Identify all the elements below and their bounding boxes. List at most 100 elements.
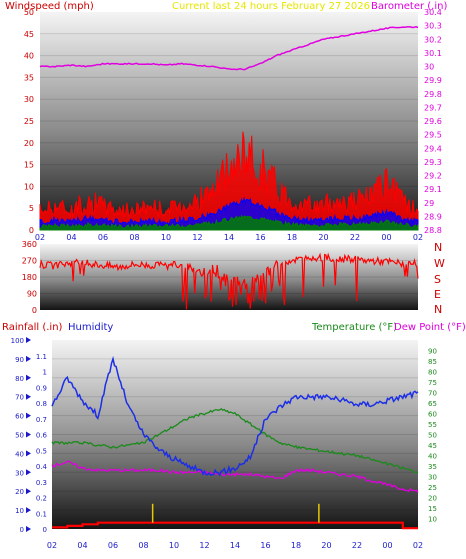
humidity-tick-marker [26,526,31,532]
temperature-tick-label: 20 [428,495,437,503]
x-tick-label: 12 [199,541,209,550]
barometer-tick-label: 30.3 [424,22,442,31]
wind-tick-label: 35 [24,73,34,82]
barometer-tick-label: 30.1 [424,49,442,58]
rainfall-tick-label: 0.6 [36,432,48,440]
humidity-tick-label: 30 [15,469,24,477]
temperature-tick-label: 85 [428,358,437,366]
barometer-tick-label: 29.5 [424,131,442,140]
barometer-tick-label: 29.9 [424,76,442,85]
compass-label-e: E [434,288,441,301]
humidity-tick-label: 60 [15,413,24,421]
temperature-tick-label: 50 [428,432,437,440]
x-tick-label: 04 [77,541,87,550]
rainfall-series-line [52,521,418,530]
humidity-tick-marker [26,450,31,457]
humidity-tick-label: 10 [15,507,24,515]
barometer-tick-label: 30.2 [424,35,442,44]
wind-tick-label: 40 [24,52,34,61]
wind-minimum-series-line [39,214,419,231]
x-tick-label: 20 [321,541,331,550]
x-tick-label: 08 [129,233,139,242]
temperature-tick-label: 25 [428,484,437,492]
chart-title: Current last 24 hours February 27 2026 [172,1,370,12]
direction-tick-label: 0 [32,306,37,315]
humidity-tick-marker [26,337,31,343]
x-tick-label: 10 [161,233,171,242]
temperature-tick-label: 90 [428,348,437,356]
rainfall-tick-label: 0 [43,526,47,534]
x-tick-label: 22 [352,541,362,550]
humidity-series-line [51,355,419,477]
wind-tick-label: 15 [24,161,34,170]
x-tick-label: 12 [192,233,202,242]
barometer-tick-label: 30.4 [424,8,442,17]
x-tick-label: 16 [255,233,265,242]
wind-tick-label: 0 [29,226,34,235]
direction-tick-label: 180 [22,273,37,282]
wind-tick-label: 50 [24,8,34,17]
barometer-tick-label: 28.8 [424,226,442,235]
direction-tick-label: 270 [22,257,37,266]
humidity-tick-marker [26,507,31,514]
humidity-tick-marker [26,488,31,495]
x-tick-label: 14 [224,233,234,242]
rainfall-tick-label: 1 [43,369,47,377]
x-tick-label: 22 [350,233,360,242]
wind-tick-label: 20 [24,139,34,148]
barometer-tick-label: 29 [424,199,434,208]
rainfall-tick-label: 1.1 [36,353,47,361]
barometer-tick-label: 29.6 [424,117,442,126]
temperature-tick-label: 10 [428,516,437,524]
temperature-tick-label: 70 [428,390,437,398]
humidity-tick-label: 70 [15,394,24,402]
compass-label-n-top: N [434,241,442,254]
barometer-tick-label: 29.4 [424,144,442,153]
x-tick-label: 02 [413,233,423,242]
barometer-tick-label: 28.9 [424,212,442,221]
temperature-series-line [51,407,419,474]
humidity-axis-title: Humidity [68,322,113,333]
temperature-tick-label: 35 [428,463,437,471]
wind-tick-label: 25 [24,117,34,126]
wind-tick-label: 10 [24,182,34,191]
x-tick-label: 08 [138,541,148,550]
rainfall-tick-label: 0.1 [36,510,47,518]
rainfall-tick-label: 0.8 [36,400,47,408]
compass-label-w: W [434,257,445,270]
rainfall-tick-label: 0.9 [36,384,47,392]
barometer-tick-label: 29.2 [424,172,442,181]
temperature-tick-label: 80 [428,369,437,377]
temperature-tick-label: 75 [428,379,437,387]
chart-marks: 0510152025303540455028.828.92929.129.229… [11,8,442,550]
temperature-tick-label: 30 [428,474,437,482]
direction-tick-label: 90 [27,290,37,299]
humidity-tick-label: 100 [11,337,24,345]
x-tick-label: 00 [381,233,391,242]
x-tick-label: 04 [66,233,76,242]
bottom-panel-bg [52,340,418,529]
barometer-tick-label: 30 [424,63,434,72]
x-tick-label: 02 [35,233,45,242]
x-tick-label: 20 [318,233,328,242]
x-tick-label: 16 [260,541,270,550]
dewpoint-series-line [51,460,419,493]
humidity-tick-marker [26,393,31,400]
barometer-tick-label: 29.8 [424,90,442,99]
dewpoint-axis-title: Dew Point (°F) [394,322,466,333]
wind-tick-label: 30 [24,95,34,104]
temperature-tick-label: 55 [428,421,437,429]
rainfall-tick-label: 0.2 [36,495,47,503]
x-tick-label: 06 [98,233,108,242]
rainfall-tick-label: 0.4 [36,463,48,471]
wind-tick-label: 5 [29,204,34,213]
barometer-tick-label: 29.7 [424,103,442,112]
barometer-tick-label: 29.3 [424,158,442,167]
barometer-axis-title: Barometer (.in) [371,1,447,12]
wind-axis-title: Windspeed (mph) [5,1,94,12]
x-tick-label: 02 [47,541,57,550]
temperature-tick-label: 45 [428,442,437,450]
humidity-tick-label: 20 [15,488,24,496]
